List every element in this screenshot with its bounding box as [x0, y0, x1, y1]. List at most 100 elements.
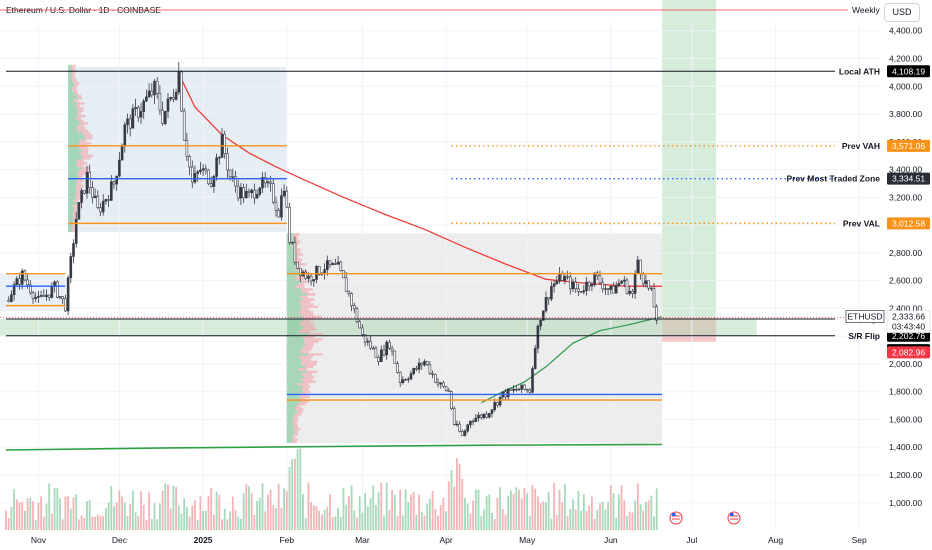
volume-bar — [102, 516, 105, 530]
volume-bar — [37, 502, 40, 530]
profile-bar — [68, 64, 72, 68]
x-tick-label: Apr — [439, 535, 452, 545]
profile-bar — [297, 383, 309, 386]
profile-bar — [68, 97, 77, 100]
event-marker[interactable] — [669, 511, 683, 525]
flag-canton — [672, 513, 676, 516]
profile-bar — [293, 423, 298, 426]
volume-bar — [264, 511, 267, 530]
volume-bar — [604, 509, 607, 530]
volume-bar — [388, 509, 391, 530]
candle-body — [274, 201, 278, 211]
profile-bar — [297, 403, 306, 406]
volume-bar — [647, 500, 650, 530]
volume-bar — [510, 490, 512, 530]
profile-bar — [297, 253, 304, 256]
moving-average-line — [480, 316, 663, 404]
profile-bar — [286, 368, 298, 371]
profile-bar — [299, 295, 308, 299]
profile-bar — [73, 199, 78, 203]
candle-body — [245, 190, 248, 199]
profile-bar — [293, 418, 299, 421]
profile-bar — [68, 159, 77, 163]
volume-bar — [615, 517, 618, 530]
volume-bar — [326, 507, 329, 530]
level-price-text: 2,202.76 — [892, 331, 925, 341]
candle-body — [390, 348, 394, 352]
volume-bar — [507, 495, 510, 530]
profile-bar — [297, 368, 308, 371]
profile-bar — [68, 92, 75, 95]
volume-bar — [107, 502, 110, 530]
volume-bar — [410, 494, 412, 530]
volume-bar — [99, 515, 102, 530]
volume-bar — [523, 488, 526, 530]
volume-bar — [291, 458, 294, 530]
profile-bar — [68, 117, 76, 120]
volume-bar — [223, 508, 226, 530]
volume-bar — [321, 514, 323, 530]
profile-bar — [286, 408, 296, 411]
profile-bar — [300, 378, 313, 381]
volume-bar — [653, 516, 655, 530]
target-zone — [662, 0, 717, 318]
y-tick-label: 1,800.00 — [889, 387, 922, 397]
candle-body — [339, 261, 343, 271]
event-marker[interactable] — [727, 511, 741, 525]
volume-bar — [186, 506, 188, 530]
profile-bar — [68, 82, 74, 85]
profile-bar — [76, 124, 85, 128]
profile-bar — [84, 134, 93, 138]
candle-body — [374, 347, 378, 358]
candle-body — [201, 168, 205, 171]
volume-bar — [94, 516, 96, 530]
volume-bar — [275, 508, 277, 530]
candle-body — [64, 298, 67, 312]
candle-body — [577, 288, 580, 292]
volume-bar — [32, 501, 34, 530]
profile-bar — [286, 373, 301, 376]
volume-bar — [391, 490, 393, 530]
profile-bar — [286, 260, 295, 264]
candle-body — [555, 280, 559, 285]
profile-bar — [74, 92, 79, 95]
volume-bar — [75, 494, 78, 530]
volume-bar — [339, 517, 342, 530]
profile-bar — [68, 94, 77, 98]
volume-bars-layer — [5, 448, 658, 530]
profile-bar — [292, 435, 296, 439]
volume-bar — [245, 483, 248, 530]
profile-bar — [68, 162, 78, 165]
volume-bar — [434, 508, 437, 530]
profile-bar — [68, 197, 76, 200]
candle-body — [328, 260, 332, 266]
candle-body — [10, 294, 13, 302]
profile-bar — [301, 388, 309, 391]
candle-body — [188, 156, 191, 168]
profile-bar — [286, 270, 300, 274]
candle-body — [541, 310, 545, 321]
currency-button[interactable]: USD — [884, 3, 920, 22]
volume-bar — [299, 448, 302, 530]
volume-bar — [210, 488, 213, 530]
candle-body — [261, 177, 264, 189]
candle-body — [406, 378, 410, 381]
profile-bar — [74, 207, 79, 210]
volume-bar — [364, 492, 366, 530]
volume-bar — [642, 510, 645, 530]
volume-bar — [483, 509, 485, 530]
candle-body — [647, 280, 650, 289]
profile-bar — [76, 182, 82, 185]
profile-bar — [68, 124, 77, 128]
candle-body — [180, 71, 183, 112]
volume-bar — [526, 493, 528, 530]
x-tick-label: Aug — [768, 535, 783, 545]
profile-bar — [286, 258, 296, 261]
profile-bar — [301, 280, 309, 284]
volume-bar — [512, 493, 515, 530]
profile-bar — [286, 353, 308, 356]
volume-bar — [609, 485, 612, 530]
candle-body — [355, 308, 359, 322]
level-price-badge — [887, 65, 930, 78]
